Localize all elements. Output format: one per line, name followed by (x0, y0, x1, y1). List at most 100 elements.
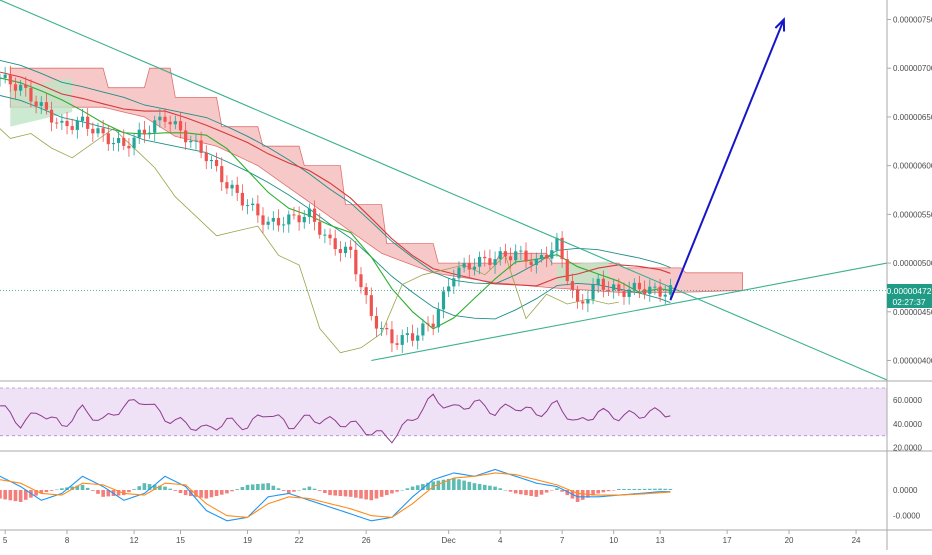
candle-body (627, 289, 631, 297)
candle-body (122, 137, 126, 146)
macd-histogram-bar (338, 490, 343, 496)
candle-body (117, 137, 121, 144)
macd-histogram-bar (632, 488, 637, 490)
macd-histogram-bar (39, 490, 44, 494)
candlesticks (0, 65, 673, 353)
candle-body (101, 128, 105, 134)
macd-histogram-bar (452, 478, 456, 490)
bollinger-upper-line (0, 59, 671, 285)
macd-histogram-bar (250, 484, 255, 490)
macd-histogram-bar (503, 490, 508, 491)
macd-histogram-bar (286, 490, 291, 494)
candle-body (0, 77, 2, 79)
candle-body (266, 221, 270, 225)
candle-body (225, 182, 229, 189)
macd-histogram-bar (163, 486, 167, 490)
candle-body (65, 120, 69, 127)
macd-histogram-bar (91, 490, 95, 491)
macd-histogram-bar (374, 490, 379, 499)
macd-histogram-bar (317, 490, 322, 491)
candle-body (663, 294, 667, 297)
candle-body (390, 329, 394, 344)
candle-body (271, 217, 275, 222)
candle-body (163, 116, 167, 122)
candle-body (184, 130, 188, 143)
trendlines[interactable] (0, 0, 888, 381)
candle-body (338, 249, 342, 254)
candle-body (158, 116, 162, 121)
macd-histogram-bar (415, 485, 420, 490)
candle-body (204, 152, 208, 162)
macd-histogram-bar (354, 490, 358, 498)
candle-body (380, 328, 384, 330)
macd-histogram-bar (529, 490, 533, 496)
candle-body (34, 101, 38, 106)
candle-body (457, 267, 461, 279)
macd-histogram-bar (601, 490, 606, 493)
macd-histogram-bar (493, 486, 497, 490)
macd-tick-label: 0.0000 (893, 486, 918, 495)
macd-histogram-bar (539, 490, 544, 495)
macd-histogram-bar (488, 485, 492, 490)
candle-body (60, 120, 64, 123)
macd-histogram-bar (70, 486, 74, 490)
price-tick-label: 0.00000450 (893, 308, 932, 317)
price-tick-label: 0.00000750 (893, 15, 932, 24)
candle-body (276, 217, 281, 226)
candle-body (333, 238, 337, 250)
date-tick-label: 13 (656, 536, 665, 545)
date-tick-label: 26 (362, 536, 371, 545)
macd-histogram-bar (400, 490, 405, 491)
candle-body (416, 335, 420, 341)
macd-histogram-bar (348, 490, 353, 497)
candle-body (570, 281, 575, 290)
candle-body (586, 299, 590, 304)
macd-histogram-bar (622, 488, 626, 490)
macd-histogram-bar (580, 490, 585, 500)
date-tick-label: Dec (442, 536, 456, 545)
candle-body (565, 259, 569, 282)
candle-body (529, 261, 533, 265)
macd-histogram-bar (369, 490, 374, 501)
candle-body (49, 109, 54, 123)
macd-histogram-bar (606, 490, 611, 492)
candle-body (256, 203, 260, 216)
price-tick-label: 0.00000500 (893, 259, 932, 268)
candle-body (395, 343, 399, 345)
candle-body (8, 74, 12, 85)
macd-histogram-bar (199, 490, 203, 498)
candle-body (199, 140, 203, 153)
rsi-line (0, 393, 671, 444)
candle-body (441, 291, 446, 310)
macd-histogram-bar (565, 490, 570, 496)
candle-body (668, 285, 673, 295)
macd-histogram-bar (132, 489, 136, 490)
date-tick-label: 19 (243, 536, 252, 545)
candle-body (653, 286, 657, 288)
trendline-upper-line (0, 0, 888, 381)
macd-histogram-bar (127, 490, 131, 493)
macd-histogram-bar (18, 490, 23, 502)
candle-body (230, 184, 234, 189)
candle-body (637, 282, 642, 290)
date-tick-label: 20 (785, 536, 794, 545)
date-tick-label: 24 (852, 536, 861, 545)
candle-body (524, 250, 528, 262)
candle-body (86, 116, 90, 129)
macd-line (0, 468, 671, 522)
macd-histogram-bar (647, 488, 652, 490)
candle-body (292, 214, 296, 216)
candle-body (545, 255, 549, 259)
macd-histogram-bar (627, 488, 631, 490)
rsi-panel[interactable] (0, 380, 932, 444)
macd-panel[interactable] (0, 450, 932, 522)
candle-body (75, 120, 79, 130)
macd-histogram-bar (333, 490, 338, 496)
macd-histogram-bar (121, 490, 126, 496)
candle-body (400, 335, 404, 345)
macd-histogram-bar (209, 490, 214, 498)
candle-body (462, 263, 466, 268)
